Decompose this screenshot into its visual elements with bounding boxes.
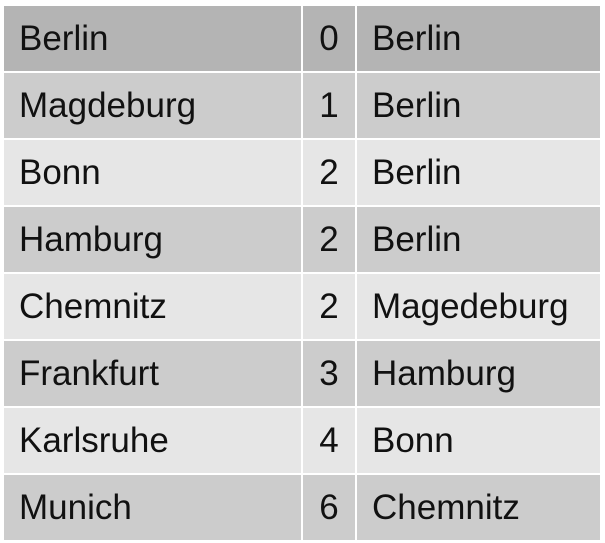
value-cell: 3 [303, 341, 355, 406]
value-cell: 0 [303, 6, 355, 71]
city-cell: Berlin [4, 6, 301, 71]
table-row: Karlsruhe 4 Bonn [4, 408, 600, 473]
parent-cell: Magedeburg [357, 274, 600, 339]
city-cell: Frankfurt [4, 341, 301, 406]
parent-cell: Berlin [357, 207, 600, 272]
table-row: Munich 6 Chemnitz [4, 475, 600, 540]
distance-table: Berlin 0 Berlin Magdeburg 1 Berlin Bonn … [4, 6, 600, 540]
parent-cell: Bonn [357, 408, 600, 473]
table-row: Berlin 0 Berlin [4, 6, 600, 71]
value-cell: 2 [303, 207, 355, 272]
parent-cell: Berlin [357, 140, 600, 205]
parent-cell: Hamburg [357, 341, 600, 406]
parent-cell: Chemnitz [357, 475, 600, 540]
parent-cell: Berlin [357, 73, 600, 138]
parent-cell: Berlin [357, 6, 600, 71]
value-cell: 1 [303, 73, 355, 138]
table-row: Magdeburg 1 Berlin [4, 73, 600, 138]
city-cell: Chemnitz [4, 274, 301, 339]
table-row: Bonn 2 Berlin [4, 140, 600, 205]
table-row: Frankfurt 3 Hamburg [4, 341, 600, 406]
city-cell: Bonn [4, 140, 301, 205]
value-cell: 2 [303, 140, 355, 205]
table-row: Hamburg 2 Berlin [4, 207, 600, 272]
city-cell: Magdeburg [4, 73, 301, 138]
city-cell: Hamburg [4, 207, 301, 272]
table-row: Chemnitz 2 Magedeburg [4, 274, 600, 339]
value-cell: 4 [303, 408, 355, 473]
city-cell: Munich [4, 475, 301, 540]
value-cell: 2 [303, 274, 355, 339]
city-cell: Karlsruhe [4, 408, 301, 473]
value-cell: 6 [303, 475, 355, 540]
